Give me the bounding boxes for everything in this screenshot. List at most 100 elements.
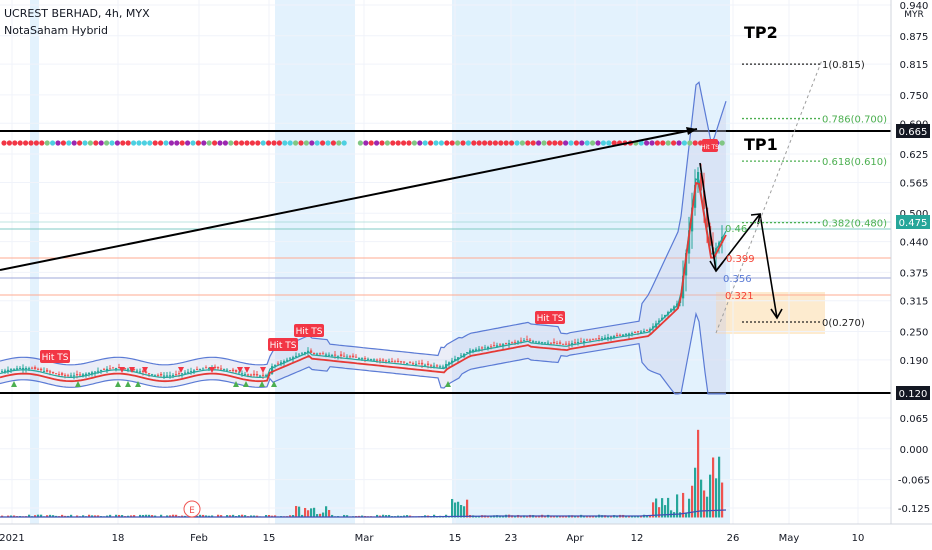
volume-bar <box>388 514 391 518</box>
price-axis-tick: 0.000 <box>900 445 929 456</box>
volume-bar <box>487 516 490 518</box>
candle-body <box>259 375 262 377</box>
trend-line <box>0 128 698 271</box>
signal-dot <box>320 140 326 146</box>
candle-body <box>112 367 115 369</box>
volume-bars <box>0 429 727 518</box>
volume-bar <box>553 516 556 518</box>
volume-bar <box>460 504 463 518</box>
volume-bar <box>28 514 31 518</box>
price-axis-tick: 0.565 <box>900 178 929 189</box>
candle-body <box>4 370 7 372</box>
signal-dot <box>460 140 466 146</box>
candle-body <box>586 339 589 341</box>
candle-body <box>16 368 19 370</box>
candle-body <box>73 375 76 377</box>
volume-bar <box>310 508 313 518</box>
hit-ts-badge: Hit TS <box>294 324 324 337</box>
sma-line <box>0 181 727 383</box>
candle-body <box>208 368 211 370</box>
volume-bar <box>301 514 304 518</box>
candle-body <box>277 363 280 365</box>
hit-ts-badge: Hit TS <box>268 338 298 351</box>
signal-dot <box>471 140 477 146</box>
candle-body <box>397 360 400 362</box>
volume-bar <box>718 456 721 518</box>
candle-body <box>58 374 61 376</box>
candle-body <box>487 347 490 349</box>
buy-triangle <box>445 381 451 387</box>
volume-bar <box>655 498 658 518</box>
time-axis-tick: 26 <box>727 533 740 544</box>
signal-dot <box>17 140 23 146</box>
svg-text:0.120: 0.120 <box>899 389 928 400</box>
volume-bar <box>583 516 586 518</box>
candle-body <box>421 362 424 365</box>
candle-body <box>283 361 286 364</box>
signal-dot <box>168 140 174 146</box>
signal-dot <box>482 140 488 146</box>
band-fill <box>0 82 726 394</box>
candle-body <box>190 371 193 373</box>
volume-bar <box>34 515 37 518</box>
volume-bar <box>304 507 307 518</box>
volume-bar <box>226 515 229 518</box>
signal-dot <box>158 140 164 146</box>
candle-body <box>298 354 301 356</box>
price-axis[interactable] <box>891 0 932 524</box>
signal-dot <box>503 140 509 146</box>
sell-triangle <box>209 367 215 373</box>
symbol-title: UCREST BERHAD, 4h, MYX <box>4 7 150 20</box>
candle-body <box>181 373 184 375</box>
signal-dot <box>303 140 309 146</box>
time-axis[interactable] <box>0 524 891 550</box>
candle-body <box>571 342 574 346</box>
earnings-marker[interactable] <box>183 500 201 518</box>
signal-dot <box>136 140 142 146</box>
candle-body <box>601 338 604 340</box>
buy-triangle <box>135 381 141 387</box>
svg-text:Hit TS: Hit TS <box>296 327 323 337</box>
volume-bar <box>118 514 121 518</box>
volume-bar <box>709 474 712 518</box>
candle-body <box>619 334 622 336</box>
candle-body <box>202 368 205 370</box>
session-highlights <box>30 0 730 524</box>
volume-bar <box>142 514 145 518</box>
candle-body <box>490 346 493 348</box>
candle-body <box>532 341 535 343</box>
candle-body <box>196 368 199 370</box>
candle-body <box>61 373 64 375</box>
fib-level-label: 0(0.270) <box>822 318 865 329</box>
signal-dot <box>195 140 201 146</box>
candle-body <box>136 370 139 372</box>
volume-bar <box>292 515 295 518</box>
volume-bar <box>268 515 271 518</box>
volume-bar <box>694 467 697 518</box>
candle-body <box>517 341 520 343</box>
price-axis-tick: 0.500 <box>900 209 929 220</box>
candle-body <box>493 345 496 347</box>
candle-body <box>22 367 25 370</box>
candle-body <box>697 172 700 185</box>
candle-body <box>76 374 79 376</box>
signal-dot <box>125 140 131 146</box>
candle-body <box>7 369 10 372</box>
level-label-0356: 0.356 <box>723 274 752 285</box>
signal-dot <box>314 140 320 146</box>
signal-dot <box>212 140 218 146</box>
signal-dot <box>573 140 580 146</box>
arrowhead-3 <box>770 308 783 320</box>
bollinger-bands <box>0 81 727 395</box>
volume-bar <box>721 482 724 518</box>
signal-dot <box>120 140 126 146</box>
candle-body <box>127 368 130 370</box>
sell-triangle <box>237 367 243 373</box>
candle-body <box>631 333 634 335</box>
candle-body <box>370 359 373 361</box>
volume-bar <box>682 492 685 518</box>
candle-body <box>13 368 16 370</box>
candle-body <box>148 373 151 375</box>
candle-body <box>46 369 49 372</box>
